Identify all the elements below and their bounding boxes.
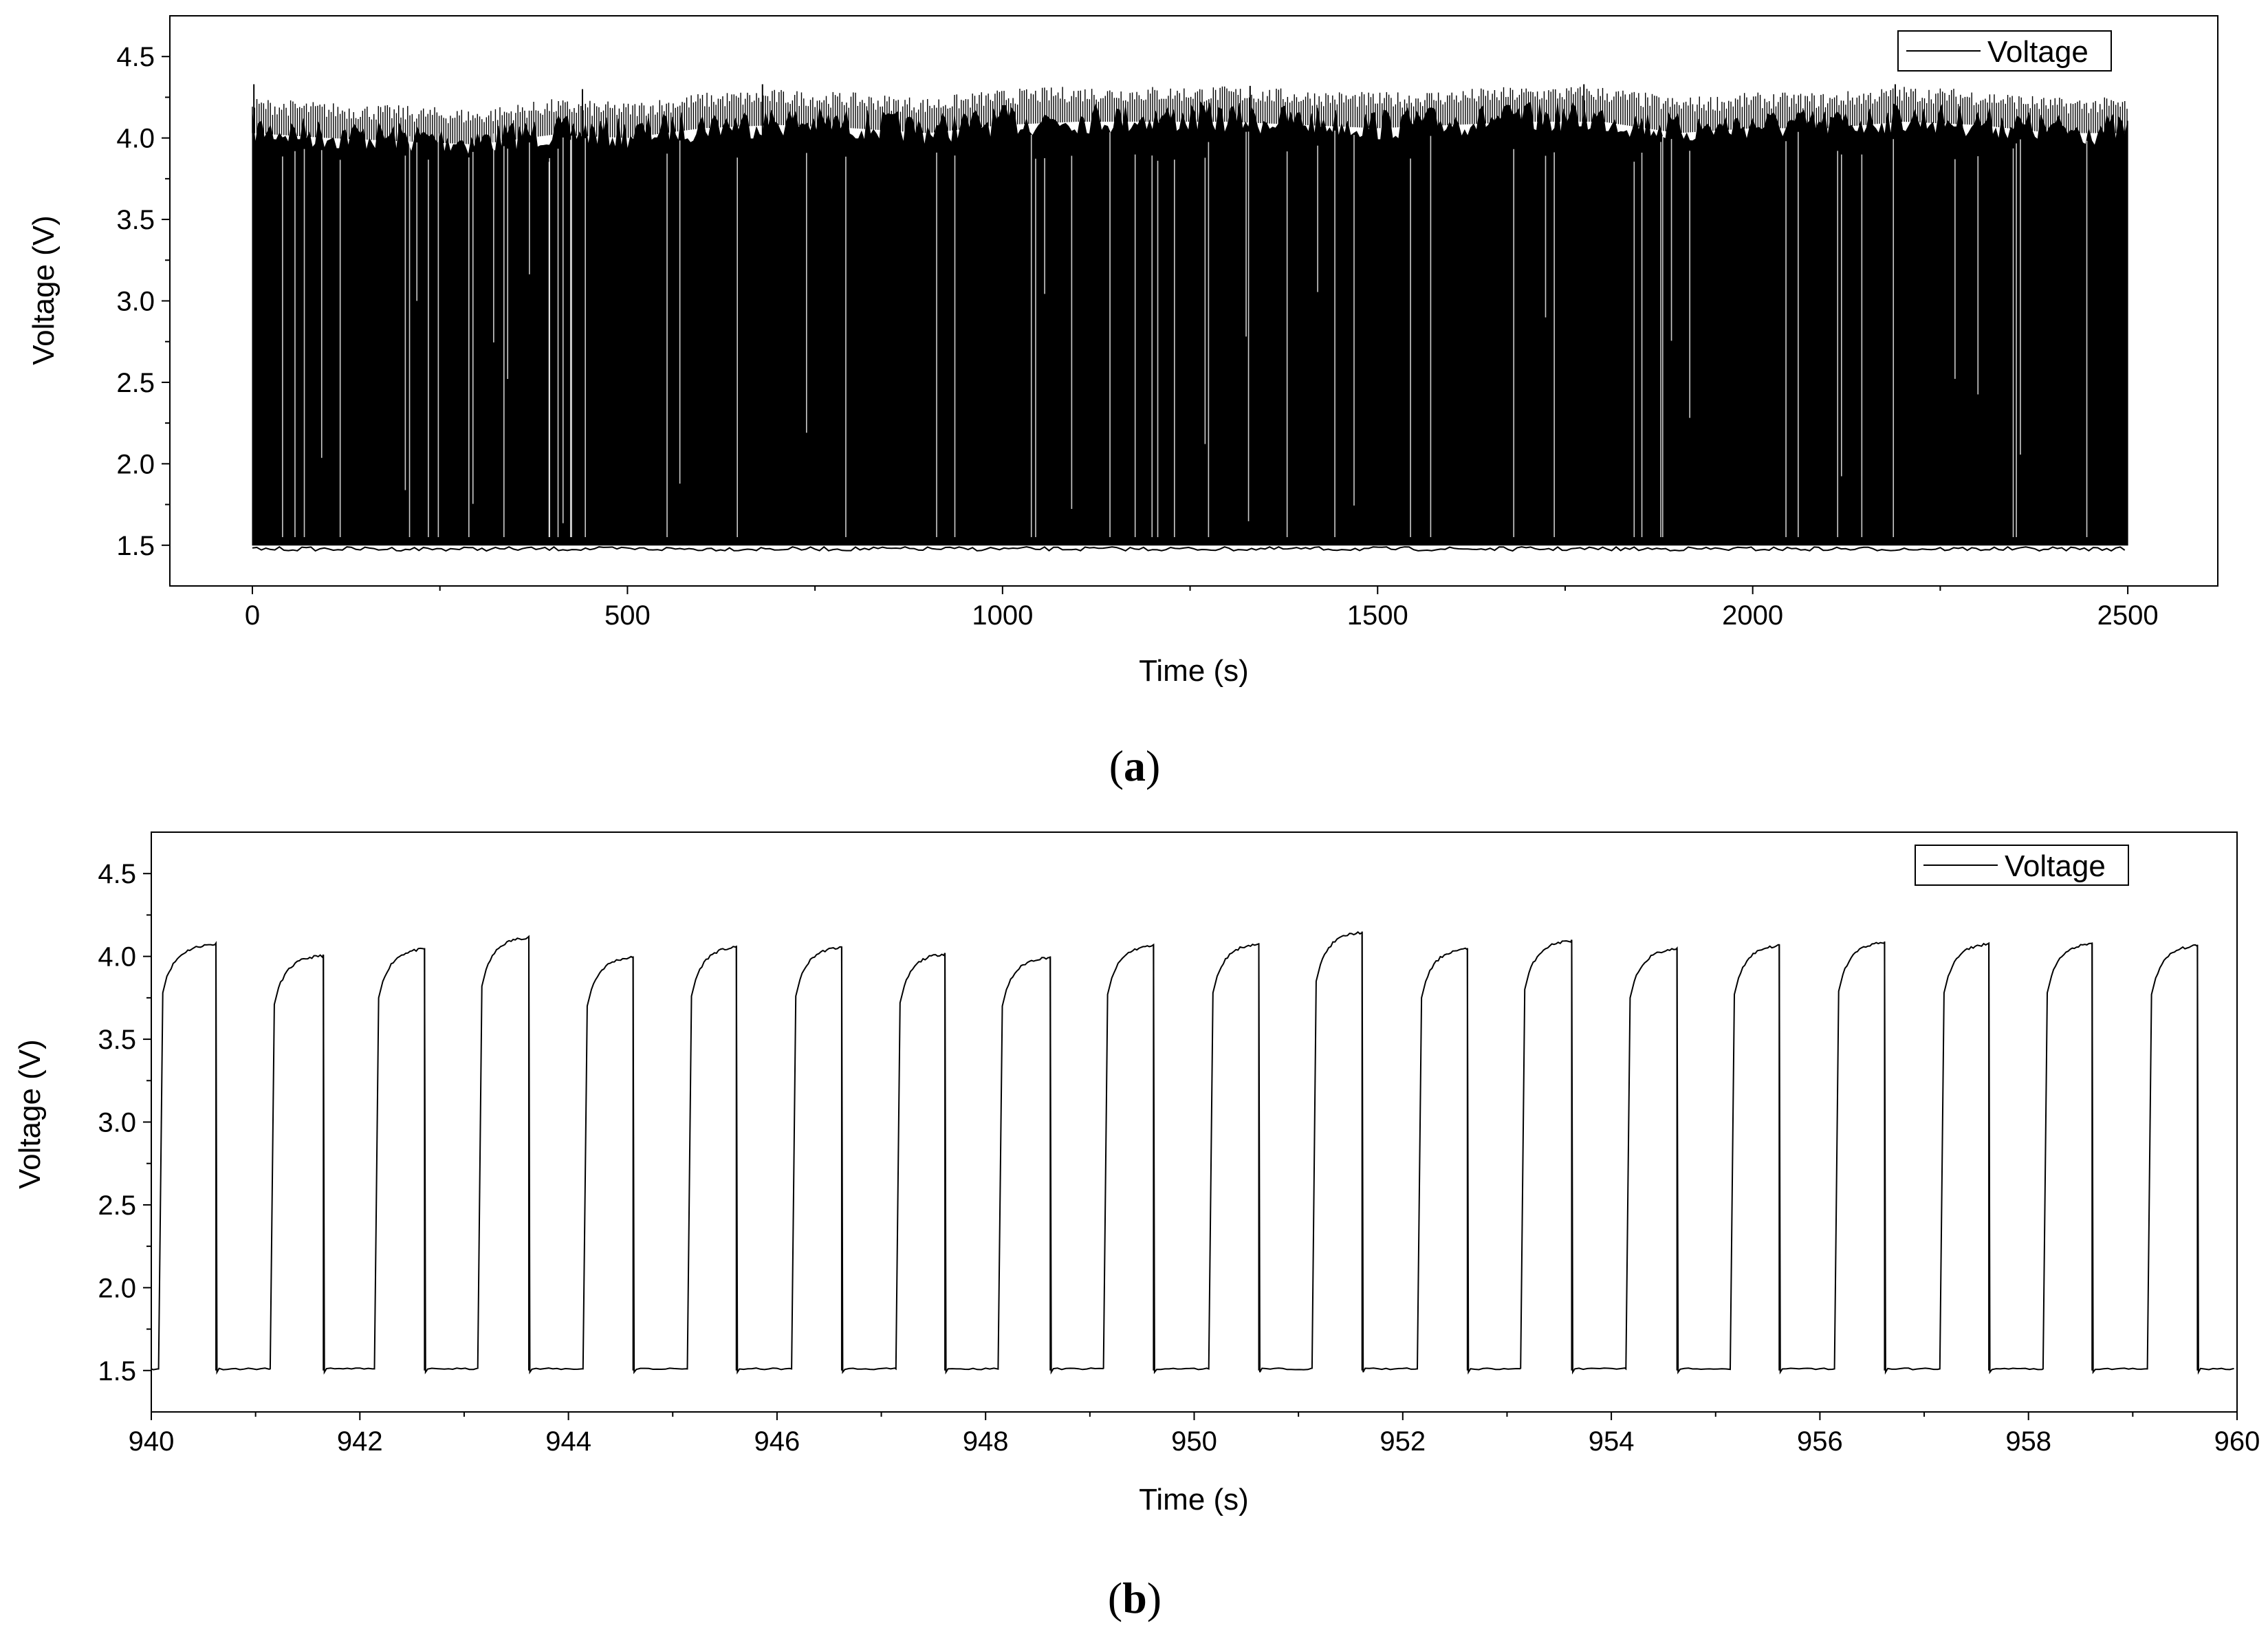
panel-b-y-tick-label: 3.5 [98,1025,136,1055]
panel-a-x-tick-label: 0 [245,600,260,631]
panel-b-x-tick-label: 952 [1380,1426,1426,1457]
panel-a-y-tick-label: 3.5 [116,205,155,235]
panel-a-y-axis-title: Voltage (V) [27,215,61,365]
panel-b-caption: (b) [1108,1574,1162,1622]
panel-b-y-tick-label: 4.5 [98,859,136,889]
panel-b-y-axis: 1.5 2.0 2.5 3.0 3.5 4.0 4.5 [98,859,151,1386]
panel-a-caption: (a) [1109,741,1161,790]
panel-a-x-tick-label: 2000 [1722,600,1783,631]
panel-a-y-tick-label: 2.5 [116,368,155,398]
panel-a-x-axis-title: Time (s) [1139,654,1249,688]
panel-a-x-axis: 0 500 1000 1500 2000 2500 [245,586,2159,631]
panel-b-x-tick-label: 954 [1589,1426,1635,1457]
panel-a-plot-area [169,15,2218,587]
panel-b-x-tick-label: 946 [754,1426,800,1457]
panel-b-plot-area [151,831,2238,1413]
panel-b-legend-label: Voltage [2005,849,2106,883]
panel-a-y-tick-label: 2.0 [116,449,155,479]
panel-b-y-tick-label: 4.0 [98,942,136,972]
panel-b-x-tick-label: 948 [963,1426,1009,1457]
panel-b-y-tick-label: 3.0 [98,1108,136,1138]
panel-a-y-axis: 1.5 2.0 2.5 3.0 3.5 4.0 4.5 [116,42,170,561]
panel-a-chart: 1.5 2.0 2.5 3.0 3.5 4.0 4.5 0 500 1000 1500 2000 25… [27,15,2218,790]
panel-b-y-tick-label: 2.0 [98,1273,136,1303]
panel-b-x-tick-label: 960 [2214,1426,2260,1457]
panel-a-x-tick-label: 1500 [1347,600,1408,631]
panel-b-x-tick-label: 940 [129,1426,175,1457]
panel-a-y-tick-label: 1.5 [116,531,155,561]
panel-b-frame [151,831,2238,1413]
panel-b-y-tick-label: 1.5 [98,1356,136,1386]
panel-a-x-tick-label: 500 [604,600,651,631]
panel-b-x-tick-label: 942 [337,1426,383,1457]
panel-b-voltage-line [151,931,2234,1375]
panel-b-y-axis-title: Voltage (V) [13,1039,47,1189]
panel-a-legend-label: Voltage [1987,35,2089,69]
panel-a-x-tick-label: 2500 [2097,600,2159,631]
panel-a-y-tick-label: 4.0 [116,124,155,154]
panel-a-y-tick-label: 4.5 [116,42,155,72]
panel-b-x-tick-label: 950 [1171,1426,1217,1457]
panel-b-chart: 1.5 2.0 2.5 3.0 3.5 4.0 4.5 940 942 944 946 948 950… [13,831,2260,1622]
panel-b-x-tick-label: 958 [2005,1426,2051,1457]
panel-b-x-tick-label: 944 [545,1426,591,1457]
panel-b-y-tick-label: 2.5 [98,1190,136,1221]
panel-a-voltage-low-level [252,545,2126,552]
panel-b-x-axis: 940 942 944 946 948 950 952 954 956 958 960 [129,1412,2260,1457]
panel-a-legend: Voltage [1897,30,2112,72]
panel-b-x-axis-title: Time (s) [1139,1483,1249,1516]
panel-a-x-tick-label: 1000 [972,600,1033,631]
panel-a-y-tick-label: 3.0 [116,287,155,317]
panel-b-legend: Voltage [1915,845,2129,886]
panel-b-x-tick-label: 956 [1797,1426,1843,1457]
panel-a-voltage-band [252,101,2128,546]
